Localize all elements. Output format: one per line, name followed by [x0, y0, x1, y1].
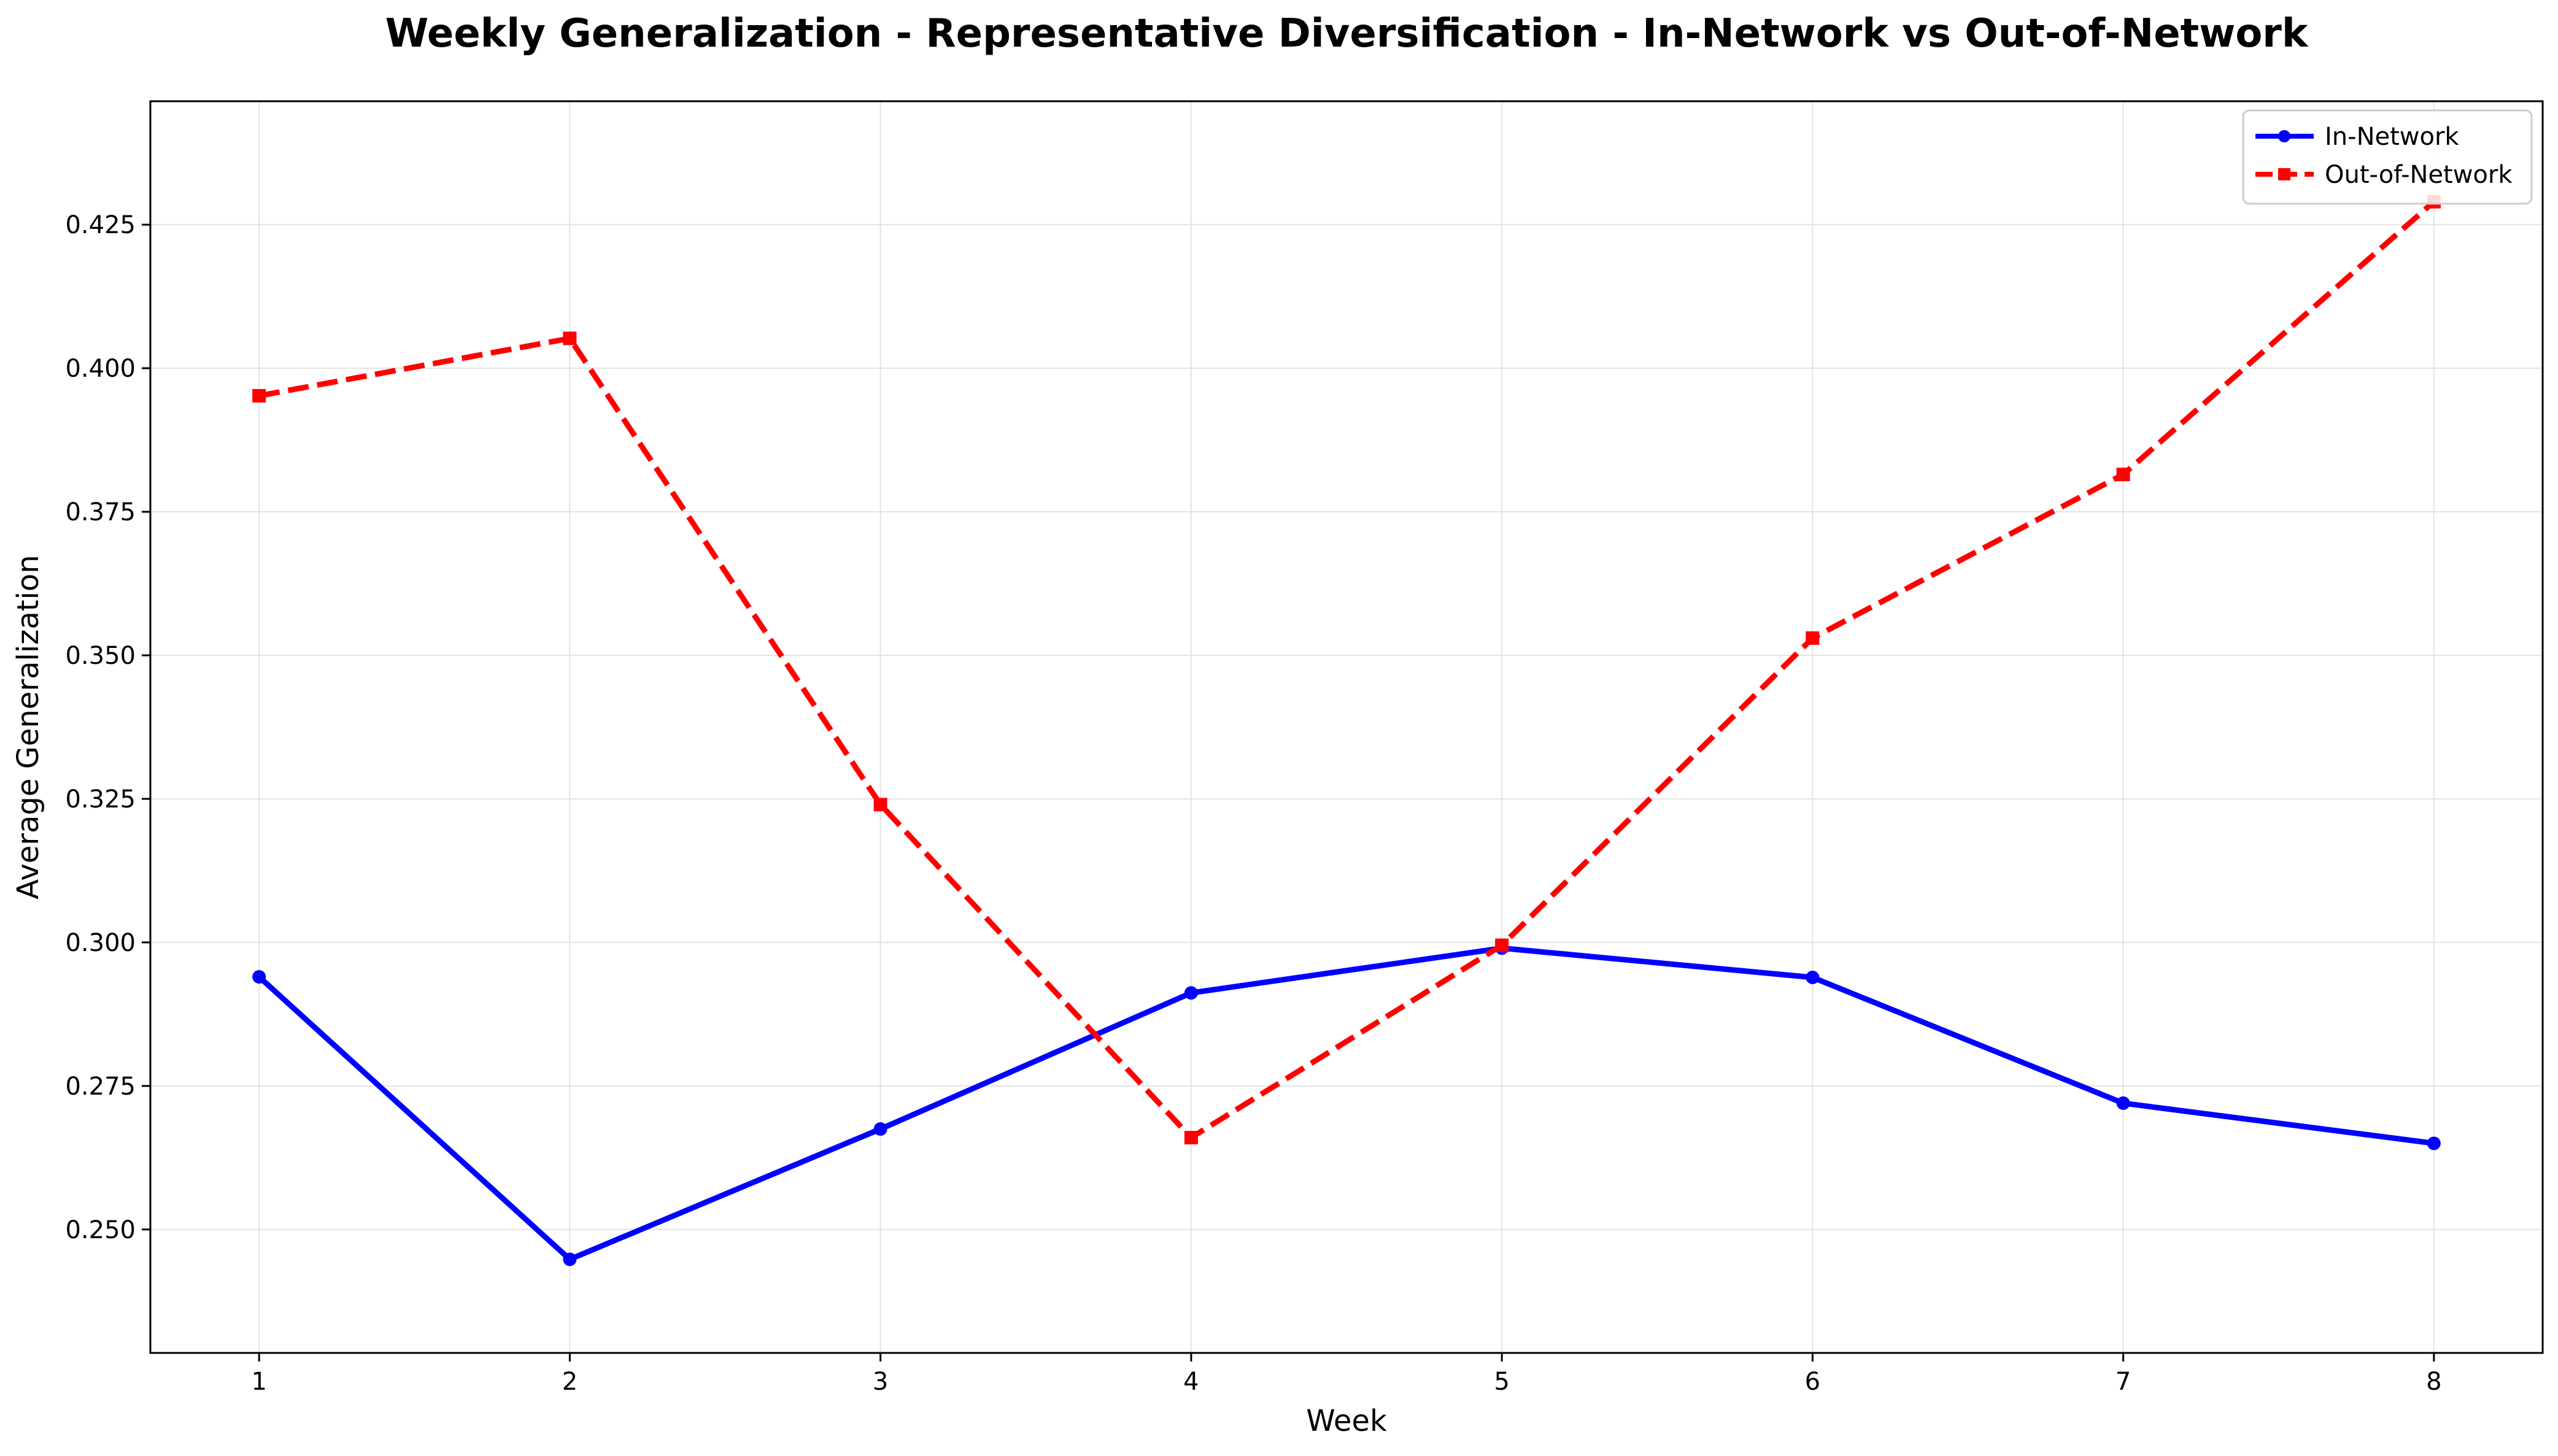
data-point-in-network	[2116, 1096, 2130, 1110]
data-point-out-of-network	[1184, 1131, 1198, 1145]
y-tick-label: 0.250	[65, 1216, 136, 1244]
y-tick-label: 0.400	[65, 355, 136, 383]
x-tick-label: 4	[1183, 1368, 1199, 1396]
x-axis-label: Week	[1306, 1404, 1387, 1438]
x-tick-label: 8	[2426, 1368, 2441, 1396]
y-tick-label: 0.300	[65, 929, 136, 957]
data-point-in-network	[873, 1122, 887, 1136]
legend-item-out-of-network: Out-of-Network	[2255, 161, 2513, 189]
data-point-in-network	[2427, 1136, 2441, 1150]
x-tick-label: 7	[2116, 1368, 2131, 1396]
legend-item-in-network: In-Network	[2255, 123, 2459, 151]
y-tick-label: 0.325	[65, 785, 136, 814]
series-lines	[252, 195, 2441, 1266]
y-tick-label: 0.425	[65, 211, 136, 239]
legend-label-out-of-network: Out-of-Network	[2325, 161, 2513, 189]
data-point-out-of-network	[1495, 938, 1509, 952]
data-point-in-network	[252, 970, 266, 984]
data-point-out-of-network	[252, 389, 266, 403]
plot-frame	[149, 100, 2544, 1354]
legend-marker-in-network	[2278, 130, 2290, 142]
legend-label-in-network: In-Network	[2325, 123, 2459, 151]
data-point-in-network	[563, 1252, 577, 1266]
x-tick-label: 1	[251, 1368, 266, 1396]
data-point-out-of-network	[2116, 468, 2130, 482]
x-tick-label: 3	[873, 1368, 888, 1396]
data-point-out-of-network	[563, 331, 577, 345]
y-axis-label: Average Generalization	[11, 555, 45, 899]
legend-box	[2242, 109, 2533, 205]
legend: In-Network Out-of-Network	[2242, 109, 2533, 205]
data-point-out-of-network	[873, 798, 887, 812]
axis-ticks: 1 2 3 4 5 6 7 8 0.250 0.275 0.300 0.325 0.350 0.375 0.…	[65, 211, 2441, 1396]
data-point-out-of-network	[1806, 631, 1820, 645]
y-tick-label: 0.375	[65, 498, 136, 526]
data-point-in-network	[1184, 986, 1198, 1000]
chart-title: Weekly Generalization - Representative D…	[385, 11, 2309, 56]
series-line-in-network	[257, 945, 2435, 1262]
x-tick-label: 2	[562, 1368, 578, 1396]
series-line-out-of-network	[258, 199, 2436, 1141]
x-tick-label: 6	[1805, 1368, 1820, 1396]
grid-lines	[150, 101, 2543, 1353]
y-tick-label: 0.350	[65, 642, 136, 670]
x-tick-label: 5	[1494, 1368, 1509, 1396]
y-tick-label: 0.275	[65, 1073, 136, 1101]
legend-marker-out-of-network	[2278, 168, 2290, 180]
data-point-in-network	[1806, 971, 1820, 984]
